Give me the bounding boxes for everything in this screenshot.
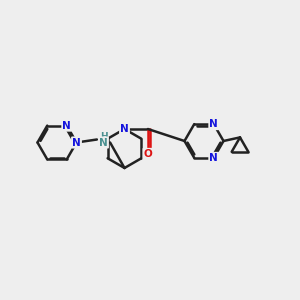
Text: N: N xyxy=(209,119,218,129)
Text: O: O xyxy=(143,149,152,159)
Text: H: H xyxy=(100,132,107,141)
Text: N: N xyxy=(209,153,218,163)
Text: N: N xyxy=(72,137,81,148)
Text: N: N xyxy=(62,121,71,130)
Text: N: N xyxy=(120,124,129,134)
Text: N: N xyxy=(99,137,108,148)
